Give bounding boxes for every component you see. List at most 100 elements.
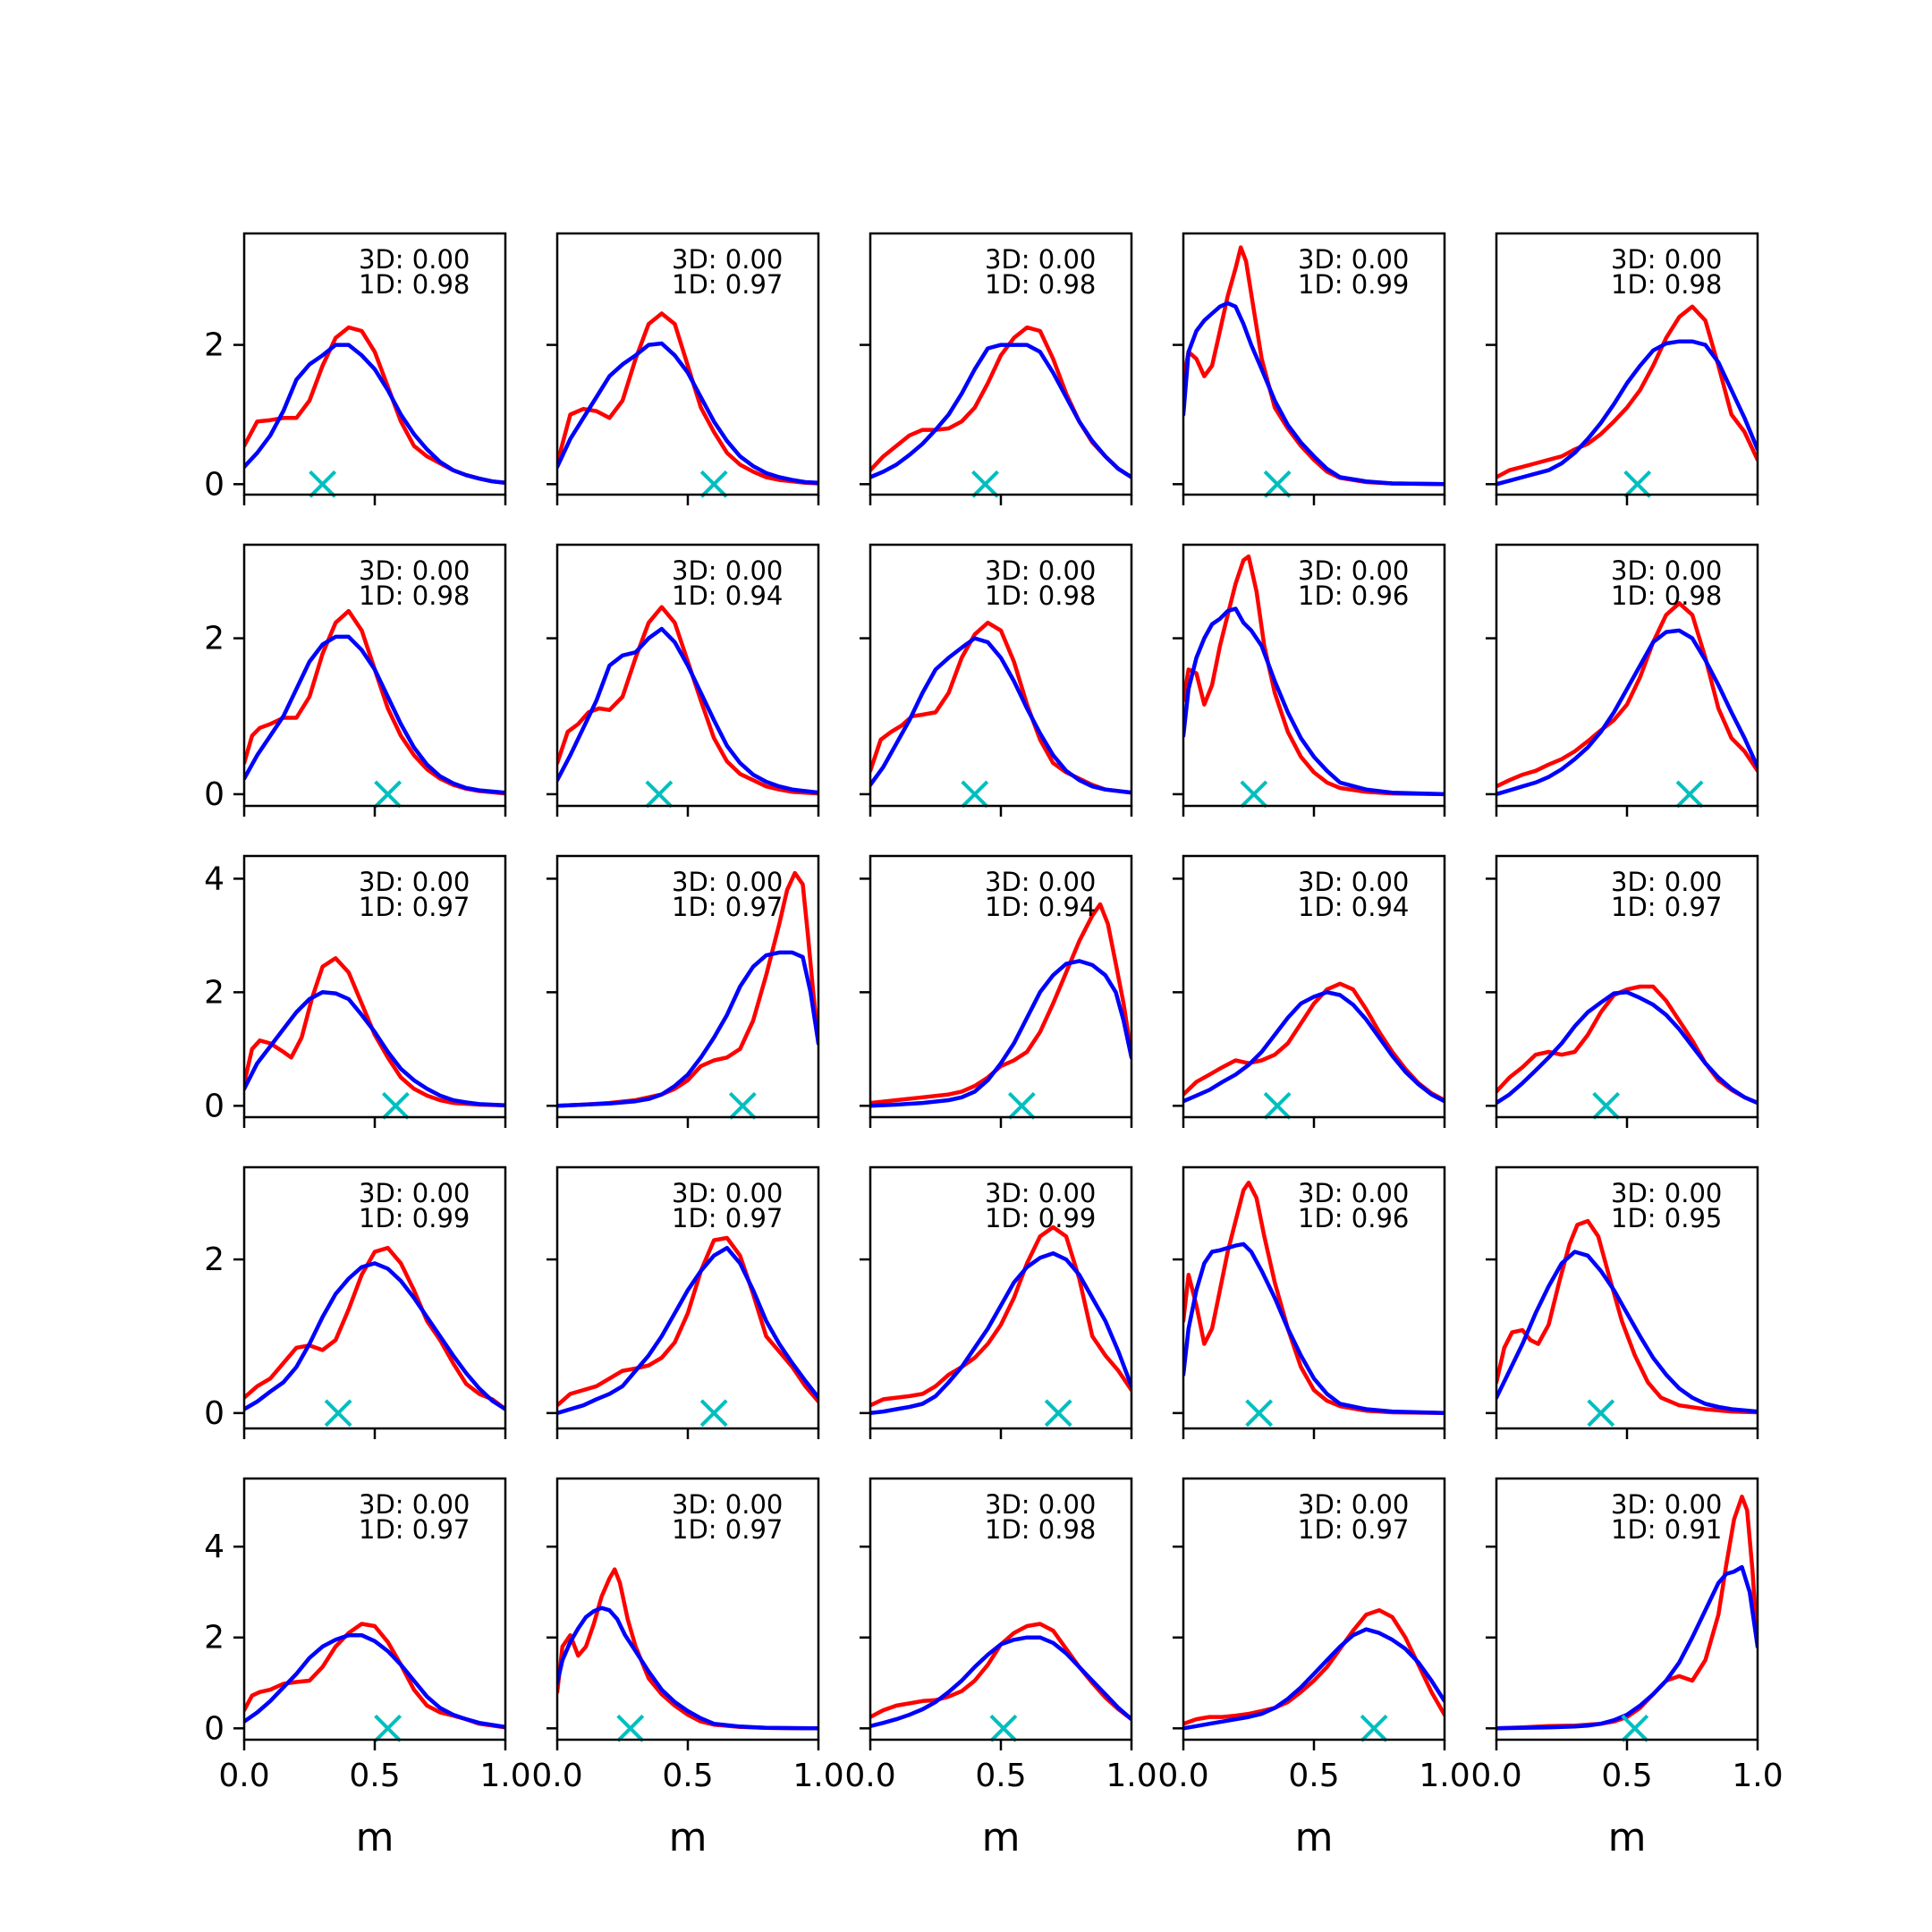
red-series-line	[1496, 304, 1758, 479]
x-tick-label: 0.0	[844, 1758, 895, 1794]
series-group	[557, 1567, 818, 1731]
annotation-1d: 1D: 0.94	[985, 892, 1096, 922]
x-tick-label: 0.0	[1470, 1758, 1521, 1794]
blue-series-line	[870, 1635, 1131, 1729]
series-group	[557, 1235, 818, 1416]
y-tick-label: 4	[204, 1529, 225, 1565]
x-marker	[699, 1399, 728, 1428]
x-marker	[989, 1714, 1018, 1742]
x-marker	[1592, 1091, 1621, 1120]
x-marker	[1263, 1091, 1292, 1120]
annotation-1d: 1D: 0.99	[359, 1203, 470, 1233]
blue-series-line	[557, 1606, 818, 1731]
blue-series-line	[557, 341, 818, 486]
x-marker-stroke	[728, 1091, 757, 1120]
x-marker	[1240, 780, 1268, 809]
series-group	[557, 311, 818, 486]
series-group	[1183, 1608, 1445, 1731]
series-group	[870, 902, 1131, 1108]
x-marker	[1623, 470, 1652, 498]
blue-series-line	[1496, 1564, 1758, 1731]
x-marker	[1675, 780, 1704, 809]
x-marker	[1621, 1714, 1649, 1742]
blue-series-line	[557, 950, 818, 1108]
x-marker-stroke	[1621, 1714, 1649, 1742]
x-axis-label: m	[669, 1815, 708, 1860]
red-series-line	[1183, 1608, 1445, 1726]
blue-series-line	[244, 1632, 505, 1730]
x-marker-stroke	[645, 780, 674, 809]
x-marker-stroke	[1263, 470, 1292, 498]
x-marker-stroke	[989, 1714, 1018, 1742]
series-group	[1496, 1218, 1758, 1415]
red-series-line	[870, 902, 1131, 1106]
x-marker-stroke	[616, 1714, 645, 1742]
series-group	[1496, 304, 1758, 487]
annotation-3d: 3D: 0.00	[672, 867, 783, 897]
x-axis-label: m	[1295, 1815, 1334, 1860]
x-tick-label: 0.5	[349, 1758, 400, 1794]
x-marker	[961, 780, 989, 809]
blue-series-line	[1496, 1250, 1758, 1414]
x-tick-label: 0.0	[218, 1758, 269, 1794]
x-marker	[728, 1091, 757, 1120]
x-tick-label: 1.0	[1106, 1758, 1157, 1794]
red-series-line	[244, 956, 505, 1107]
series-group	[557, 605, 818, 796]
blue-series-line	[870, 636, 1131, 795]
annotation-3d: 3D: 0.00	[985, 1178, 1096, 1208]
blue-series-line	[557, 626, 818, 795]
annotation-1d: 1D: 0.97	[1298, 1514, 1409, 1545]
x-marker	[1007, 1091, 1036, 1120]
series-group	[244, 956, 505, 1107]
annotation-1d: 1D: 0.98	[1611, 269, 1722, 300]
x-marker-stroke	[961, 780, 989, 809]
x-axis-label: m	[1608, 1815, 1647, 1860]
x-tick-label: 1.0	[1419, 1758, 1470, 1794]
x-marker-stroke	[699, 470, 728, 498]
annotation-1d: 1D: 0.99	[985, 1203, 1096, 1233]
x-marker	[616, 1714, 645, 1742]
x-marker	[374, 1714, 402, 1742]
annotation-3d: 3D: 0.00	[1611, 867, 1722, 897]
blue-series-line	[244, 634, 505, 795]
annotation-1d: 1D: 0.98	[1611, 580, 1722, 611]
annotation-1d: 1D: 0.94	[672, 580, 783, 611]
red-series-line	[244, 1245, 505, 1411]
x-axis-label: m	[982, 1815, 1021, 1860]
x-marker	[1587, 1399, 1615, 1428]
blue-series-line	[870, 959, 1131, 1108]
x-tick-label: 0.0	[531, 1758, 582, 1794]
x-tick-label: 0.5	[1601, 1758, 1652, 1794]
blue-series-line	[1496, 990, 1758, 1106]
annotation-3d: 3D: 0.00	[359, 867, 470, 897]
x-marker	[374, 780, 402, 809]
y-tick-label: 0	[204, 776, 225, 813]
x-marker	[1360, 1714, 1388, 1742]
annotation-3d: 3D: 0.00	[359, 555, 470, 586]
annotation-1d: 1D: 0.98	[359, 269, 470, 300]
x-marker-stroke	[1675, 780, 1704, 809]
y-tick-label: 0	[204, 466, 225, 503]
x-axis-label: m	[356, 1815, 394, 1860]
x-marker-stroke	[374, 1714, 402, 1742]
x-marker	[309, 470, 337, 498]
x-marker	[645, 780, 674, 809]
x-marker-stroke	[1360, 1714, 1388, 1742]
y-tick-label: 2	[204, 1620, 225, 1657]
annotation-1d: 1D: 0.96	[1298, 580, 1409, 611]
x-marker-stroke	[1623, 470, 1652, 498]
y-tick-label: 2	[204, 1241, 225, 1278]
x-tick-label: 0.5	[662, 1758, 713, 1794]
annotation-3d: 3D: 0.00	[359, 1178, 470, 1208]
annotation-1d: 1D: 0.98	[985, 1514, 1096, 1545]
